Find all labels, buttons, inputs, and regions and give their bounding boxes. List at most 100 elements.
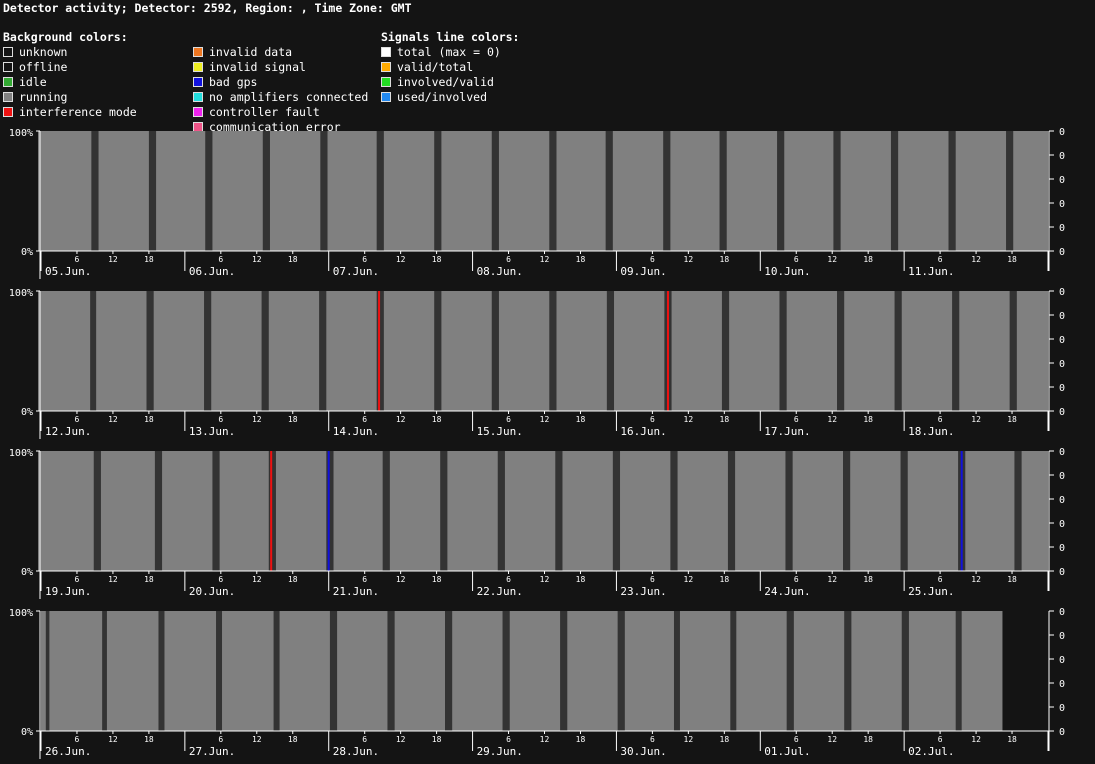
day-label: 28.Jun. xyxy=(333,745,379,758)
running-block xyxy=(337,611,388,731)
right-y-tick-label: 0 xyxy=(1059,127,1065,138)
hour-tick-label: 6 xyxy=(362,255,367,264)
running-block xyxy=(1016,291,1048,411)
running-block xyxy=(679,611,731,731)
hour-tick-label: 6 xyxy=(75,255,80,264)
running-block xyxy=(38,291,91,411)
hour-tick-label: 12 xyxy=(252,735,262,744)
running-block xyxy=(786,291,838,411)
running-block xyxy=(965,451,1015,571)
day-label: 15.Jun. xyxy=(477,425,523,438)
running-block xyxy=(784,131,834,251)
hour-tick-label: 18 xyxy=(288,255,298,264)
interference-mark xyxy=(270,451,273,571)
day-label: 16.Jun. xyxy=(620,425,666,438)
day-label: 29.Jun. xyxy=(477,745,523,758)
running-block xyxy=(736,611,787,731)
running-block xyxy=(567,611,618,731)
hour-tick-label: 18 xyxy=(576,735,586,744)
hour-tick-label: 6 xyxy=(938,575,943,584)
hour-tick-label: 18 xyxy=(863,735,873,744)
hour-tick-label: 18 xyxy=(863,255,873,264)
running-block xyxy=(612,131,664,251)
background-legend-label: no amplifiers connected xyxy=(209,90,369,104)
signals-legend-heading: Signals line colors: xyxy=(381,30,520,44)
running-block xyxy=(498,131,550,251)
right-y-tick-label: 0 xyxy=(1059,247,1065,258)
running-block xyxy=(850,451,901,571)
running-block xyxy=(908,611,956,731)
right-y-tick-label: 0 xyxy=(1059,543,1065,554)
background-legend-list-2: invalid data invalid signal bad gps no ampl… xyxy=(193,45,368,135)
hour-tick-label: 18 xyxy=(144,575,154,584)
hour-tick-label: 6 xyxy=(794,575,799,584)
hour-tick-label: 18 xyxy=(1007,575,1017,584)
running-block xyxy=(100,451,155,571)
signals-legend-list: total (max = 0) valid/total involved/valid… xyxy=(381,45,519,105)
running-block xyxy=(49,611,103,731)
hour-tick-label: 6 xyxy=(218,575,223,584)
hour-tick-label: 12 xyxy=(396,255,406,264)
hour-tick-label: 12 xyxy=(684,415,694,424)
y-tick-label: 0% xyxy=(21,407,33,418)
day-label: 21.Jun. xyxy=(333,585,379,598)
background-legend-item: bad gps xyxy=(193,75,368,90)
running-block xyxy=(222,611,274,731)
hour-tick-label: 18 xyxy=(432,575,442,584)
running-block xyxy=(38,451,94,571)
right-y-tick-label: 0 xyxy=(1059,655,1065,666)
hour-tick-label: 18 xyxy=(576,255,586,264)
hour-tick-label: 6 xyxy=(75,415,80,424)
background-legend-list: unknown offline idle running interference mo… xyxy=(3,45,137,120)
background-legend-label: interference mode xyxy=(19,105,137,119)
running-block xyxy=(441,291,492,411)
hour-tick-label: 6 xyxy=(218,735,223,744)
day-label: 17.Jun. xyxy=(764,425,810,438)
hour-tick-label: 18 xyxy=(576,575,586,584)
background-legend-label: invalid data xyxy=(209,45,293,59)
hour-tick-label: 6 xyxy=(650,415,655,424)
running-block xyxy=(333,451,383,571)
background-legend: Background colors: unknown offline idle run… xyxy=(3,30,137,120)
running-block xyxy=(671,291,722,411)
hour-tick-label: 12 xyxy=(540,255,550,264)
hour-tick-label: 12 xyxy=(827,575,837,584)
y-tick-label: 100% xyxy=(9,608,33,619)
chart-title: Detector activity; Detector: 2592, Regio… xyxy=(3,1,412,15)
hour-tick-label: 6 xyxy=(938,415,943,424)
running-block xyxy=(212,131,263,251)
running-block xyxy=(620,451,671,571)
background-legend-label: communication error xyxy=(209,120,341,134)
right-y-tick-label: 0 xyxy=(1059,223,1065,234)
bad-gps-mark xyxy=(960,451,963,571)
background-legend-label: idle xyxy=(19,75,47,89)
background-legend-item: no amplifiers connected xyxy=(193,90,368,105)
right-y-tick-label: 0 xyxy=(1059,383,1065,394)
right-y-tick-label: 0 xyxy=(1059,519,1065,530)
day-label: 06.Jun. xyxy=(189,265,235,278)
right-y-tick-label: 0 xyxy=(1059,447,1065,458)
hour-tick-label: 6 xyxy=(362,735,367,744)
hour-tick-label: 18 xyxy=(720,575,730,584)
running-block xyxy=(792,451,844,571)
day-label: 11.Jun. xyxy=(908,265,954,278)
hour-tick-label: 12 xyxy=(396,415,406,424)
hour-tick-label: 6 xyxy=(650,735,655,744)
running-block xyxy=(162,451,213,571)
hour-tick-label: 12 xyxy=(684,575,694,584)
right-y-tick-label: 0 xyxy=(1059,151,1065,162)
day-label: 24.Jun. xyxy=(764,585,810,598)
hour-tick-label: 6 xyxy=(506,255,511,264)
running-block xyxy=(211,291,262,411)
right-y-tick-label: 0 xyxy=(1059,311,1065,322)
hour-tick-label: 6 xyxy=(218,255,223,264)
signals-legend-swatch xyxy=(381,92,391,102)
background-legend-swatch xyxy=(3,62,13,72)
running-block xyxy=(851,611,902,731)
background-legend-swatch xyxy=(3,92,13,102)
running-block xyxy=(624,611,674,731)
hour-tick-label: 6 xyxy=(650,255,655,264)
background-legend-swatch xyxy=(3,77,13,87)
running-block xyxy=(901,291,953,411)
hour-tick-label: 12 xyxy=(396,575,406,584)
